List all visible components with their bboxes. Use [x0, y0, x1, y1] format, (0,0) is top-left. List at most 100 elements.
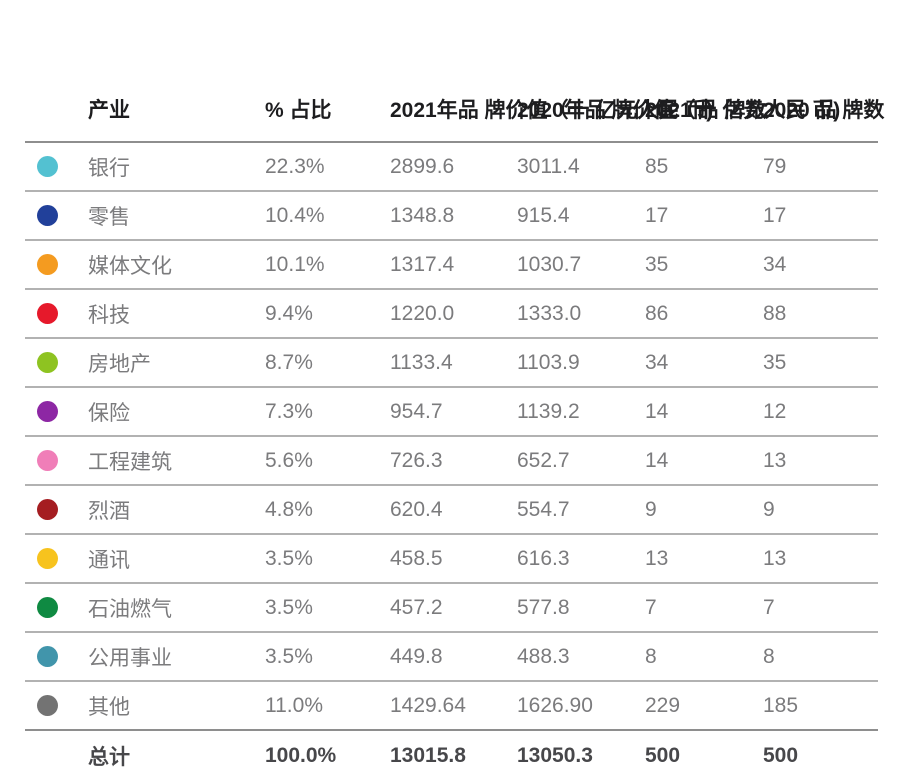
brand-count-2020: 88: [763, 301, 787, 325]
brand-value-2020: 488.3: [517, 644, 570, 668]
brand-count-2021: 14: [645, 399, 669, 423]
industry-color-dot-icon: [37, 401, 58, 422]
industry-color-dot-icon: [37, 548, 58, 569]
brand-value-2020: 652.7: [517, 448, 570, 472]
brand-value-2020: 616.3: [517, 546, 570, 570]
brand-count-2020: 13: [763, 546, 787, 570]
col-header-industry: 产业: [88, 98, 130, 122]
brand-value-2020: 577.8: [517, 595, 570, 619]
brand-value-2021: 2899.6: [390, 154, 455, 178]
total-brand-count-2021: 500: [645, 743, 681, 767]
brand-value-2021: 726.3: [390, 448, 443, 472]
col-header-value-2020: 2020年品 牌价值（十 亿元人民 币): [517, 98, 841, 122]
share-value: 7.3%: [265, 399, 313, 423]
share-value: 4.8%: [265, 497, 313, 521]
col-header-value-2021: 2021年品 牌价值（十 亿元人民 币): [390, 98, 714, 122]
share-value: 8.7%: [265, 350, 313, 374]
brand-count-2020: 34: [763, 252, 787, 276]
brand-value-2021: 457.2: [390, 595, 443, 619]
brand-count-2021: 7: [645, 595, 657, 619]
brand-value-2020: 1139.2: [517, 399, 580, 423]
brand-value-2021: 1348.8: [390, 203, 455, 227]
share-value: 3.5%: [265, 644, 313, 668]
industry-label: 科技: [88, 303, 130, 327]
industry-label: 零售: [88, 205, 130, 229]
total-brand-count-2020: 500: [763, 743, 799, 767]
brand-value-2020: 915.4: [517, 203, 570, 227]
industry-color-dot-icon: [37, 646, 58, 667]
legend-dot-cell: [25, 633, 88, 680]
industry-color-dot-icon: [37, 499, 58, 520]
table-row: 银行 22.3% 2899.6 3011.4 85 79: [25, 143, 878, 192]
table-row: 媒体文化 10.1% 1317.4 1030.7 35 34: [25, 241, 878, 290]
legend-dot-cell: [25, 143, 88, 190]
table-row: 通讯 3.5% 458.5 616.3 13 13: [25, 535, 878, 584]
table-row: 工程建筑 5.6% 726.3 652.7 14 13: [25, 437, 878, 486]
legend-dot-cell: [25, 192, 88, 239]
brand-value-2021: 1317.4: [390, 252, 455, 276]
legend-dot-cell: [25, 584, 88, 631]
total-share-value: 100.0%: [265, 743, 337, 767]
industry-label: 保险: [88, 401, 130, 425]
table-row: 公用事业 3.5% 449.8 488.3 8 8: [25, 633, 878, 682]
legend-dot-cell: [25, 437, 88, 484]
industry-label: 石油燃气: [88, 597, 172, 621]
brand-count-2020: 35: [763, 350, 787, 374]
table-row: 保险 7.3% 954.7 1139.2 14 12: [25, 388, 878, 437]
legend-dot-cell: [25, 388, 88, 435]
industry-label: 烈酒: [88, 499, 130, 523]
brand-value-2021: 449.8: [390, 644, 443, 668]
brand-count-2021: 9: [645, 497, 657, 521]
legend-dot-cell: [25, 486, 88, 533]
brand-value-2020: 3011.4: [517, 154, 580, 178]
industry-color-dot-icon: [37, 695, 58, 716]
table-row: 零售 10.4% 1348.8 915.4 17 17: [25, 192, 878, 241]
total-brand-value-2021: 13015.8: [390, 743, 466, 767]
brand-value-2020: 554.7: [517, 497, 570, 521]
brand-count-2020: 12: [763, 399, 787, 423]
legend-dot-cell: [25, 339, 88, 386]
brand-value-2020: 1626.90: [517, 693, 593, 717]
share-value: 5.6%: [265, 448, 313, 472]
table-row: 石油燃气 3.5% 457.2 577.8 7 7: [25, 584, 878, 633]
share-value: 3.5%: [265, 595, 313, 619]
legend-dot-cell: [25, 682, 88, 729]
brand-count-2020: 13: [763, 448, 787, 472]
total-label: 总计: [88, 745, 130, 769]
brand-value-2021: 1220.0: [390, 301, 455, 325]
brand-value-2020: 1333.0: [517, 301, 582, 325]
industry-label: 公用事业: [88, 646, 172, 670]
brand-count-2020: 17: [763, 203, 787, 227]
brand-count-2021: 14: [645, 448, 669, 472]
brand-count-2021: 85: [645, 154, 669, 178]
table-row: 房地产 8.7% 1133.4 1103.9 34 35: [25, 339, 878, 388]
brand-value-2021: 458.5: [390, 546, 443, 570]
share-value: 10.1%: [265, 252, 325, 276]
industry-label: 通讯: [88, 548, 130, 572]
brand-count-2021: 17: [645, 203, 669, 227]
brand-count-2020: 7: [763, 595, 775, 619]
table-row: 烈酒 4.8% 620.4 554.7 9 9: [25, 486, 878, 535]
industry-label: 房地产: [88, 352, 151, 376]
brand-count-2020: 79: [763, 154, 787, 178]
industry-color-dot-icon: [37, 303, 58, 324]
table-row: 其他 11.0% 1429.64 1626.90 229 185: [25, 682, 878, 731]
legend-dot-cell: [25, 535, 88, 582]
table-header: 产业 % 占比 2021年品 牌价值（十 亿元人民 币) 2020年品 牌价值（…: [25, 0, 884, 143]
industry-color-dot-icon: [37, 450, 58, 471]
brand-value-2021: 620.4: [390, 497, 443, 521]
table-body: 银行 22.3% 2899.6 3011.4 85 79 零售 10.4% 13…: [25, 143, 878, 731]
table-total-row: 总计 100.0% 13015.8 13050.3 500 500: [25, 731, 878, 780]
industry-color-dot-icon: [37, 156, 58, 177]
brand-value-2021: 1429.64: [390, 693, 466, 717]
brand-count-2020: 9: [763, 497, 775, 521]
share-value: 10.4%: [265, 203, 325, 227]
brand-count-2021: 8: [645, 644, 657, 668]
industry-label: 银行: [88, 156, 130, 180]
share-value: 22.3%: [265, 154, 325, 178]
brand-value-2020: 1030.7: [517, 252, 582, 276]
brand-value-2021: 1133.4: [390, 350, 453, 374]
industry-label: 媒体文化: [88, 254, 172, 278]
brand-value-2020: 1103.9: [517, 350, 580, 374]
brand-count-2021: 35: [645, 252, 669, 276]
